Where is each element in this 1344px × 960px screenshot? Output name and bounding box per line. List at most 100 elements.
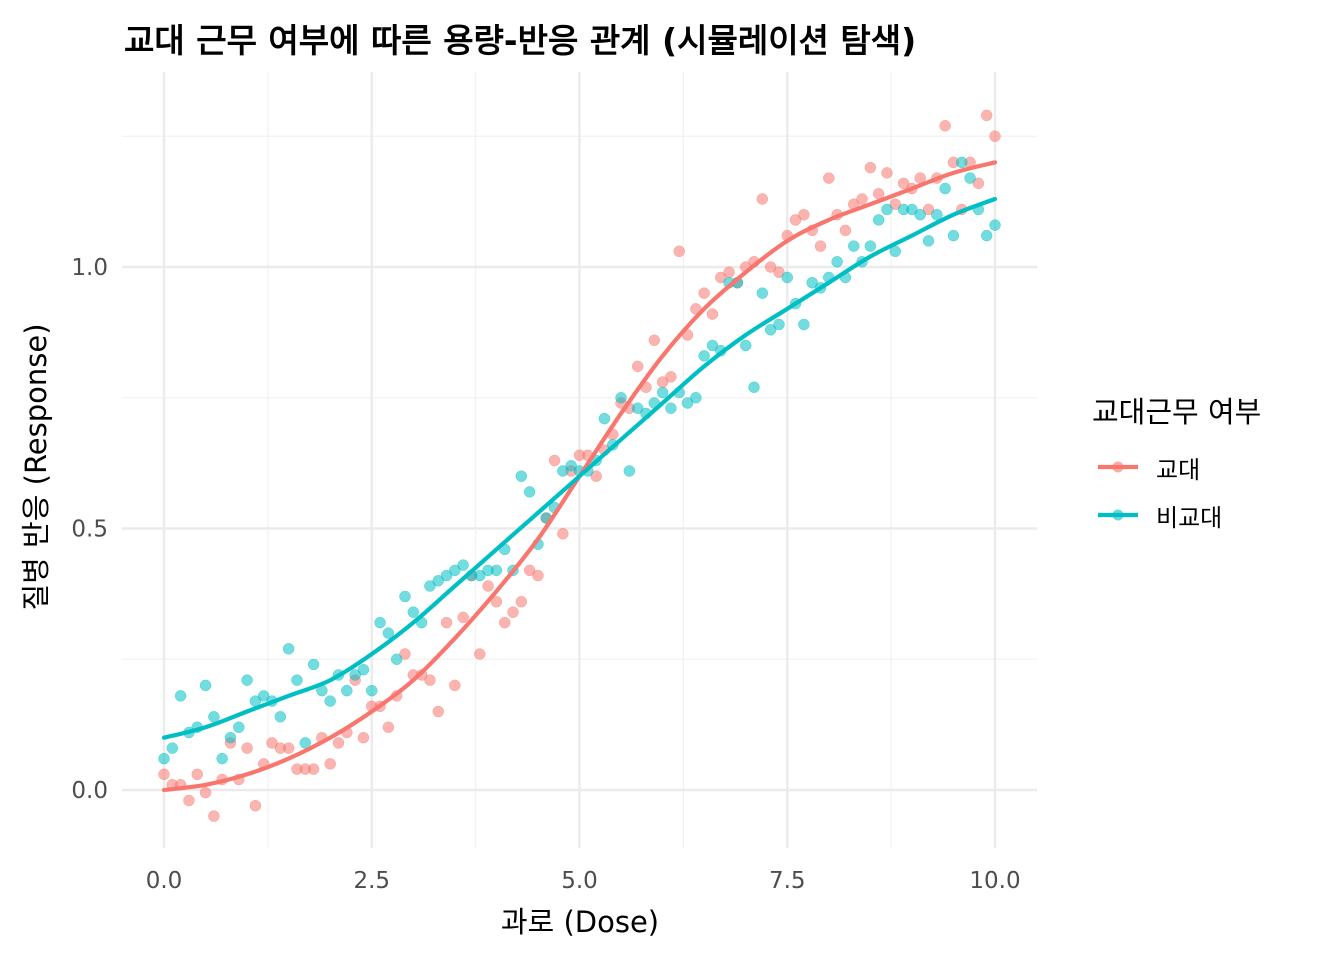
point-shift bbox=[856, 193, 868, 205]
point-nonshift bbox=[341, 684, 353, 697]
point-nonshift bbox=[947, 229, 960, 242]
point-nonshift bbox=[922, 235, 935, 247]
legend-key-point-nonshift bbox=[1112, 509, 1124, 521]
point-nonshift bbox=[872, 214, 885, 226]
point-nonshift bbox=[931, 208, 943, 221]
point-shift bbox=[249, 799, 262, 812]
legend-label-nonshift: 비교대 bbox=[1156, 504, 1222, 532]
point-shift bbox=[498, 616, 511, 629]
point-shift bbox=[548, 454, 561, 467]
point-shift bbox=[457, 611, 469, 624]
point-shift bbox=[789, 214, 802, 226]
legend-keys bbox=[1098, 461, 1138, 521]
legend: 교대근무 여부 교대 비교대 bbox=[1092, 395, 1261, 532]
point-shift bbox=[922, 203, 935, 216]
point-nonshift bbox=[158, 752, 170, 765]
point-shift bbox=[523, 564, 536, 577]
point-nonshift bbox=[257, 690, 270, 702]
point-shift bbox=[266, 737, 278, 749]
point-shift bbox=[332, 737, 345, 749]
point-nonshift bbox=[357, 663, 370, 676]
point-nonshift bbox=[764, 324, 777, 336]
x-tick-label: 7.5 bbox=[769, 868, 806, 894]
y-tick-label: 0.0 bbox=[71, 778, 108, 804]
point-nonshift bbox=[598, 412, 611, 425]
point-shift bbox=[631, 360, 644, 373]
point-nonshift bbox=[515, 470, 528, 482]
point-nonshift bbox=[615, 392, 627, 404]
point-nonshift bbox=[324, 695, 336, 707]
point-nonshift bbox=[216, 752, 228, 765]
point-shift bbox=[440, 616, 453, 629]
point-shift bbox=[648, 334, 661, 346]
fit-lines-layer bbox=[161, 160, 998, 793]
point-nonshift bbox=[698, 350, 710, 362]
chart-title: 교대 근무 여부에 따른 용량-반응 관계 (시뮬레이션 탐색) bbox=[124, 21, 916, 60]
point-shift bbox=[764, 261, 777, 273]
point-shift bbox=[424, 674, 436, 686]
point-nonshift bbox=[366, 684, 378, 697]
x-axis-ticks: 0.0 2.5 5.0 7.5 10.0 bbox=[146, 868, 1021, 894]
point-shift bbox=[706, 308, 719, 320]
point-shift bbox=[191, 768, 203, 781]
point-shift bbox=[980, 109, 993, 122]
point-shift bbox=[881, 167, 893, 179]
point-nonshift bbox=[690, 392, 702, 404]
point-shift bbox=[773, 266, 785, 278]
point-shift bbox=[665, 371, 677, 383]
point-nonshift bbox=[390, 653, 403, 665]
point-shift bbox=[357, 731, 370, 744]
point-nonshift bbox=[407, 606, 420, 618]
point-nonshift bbox=[440, 569, 453, 582]
point-shift bbox=[972, 177, 985, 190]
point-nonshift bbox=[224, 731, 237, 744]
point-nonshift bbox=[523, 486, 536, 498]
point-nonshift bbox=[432, 575, 444, 587]
point-nonshift bbox=[307, 658, 320, 671]
point-nonshift bbox=[881, 203, 893, 216]
point-nonshift bbox=[831, 256, 843, 268]
point-shift bbox=[382, 721, 395, 733]
grid-major bbox=[122, 72, 1037, 848]
point-shift bbox=[474, 648, 486, 660]
point-shift bbox=[756, 193, 769, 205]
point-nonshift bbox=[208, 711, 220, 723]
y-tick-label: 1.0 bbox=[71, 255, 108, 281]
point-shift bbox=[208, 810, 220, 822]
legend-key-point-shift bbox=[1112, 461, 1124, 473]
point-shift bbox=[939, 120, 951, 132]
point-nonshift bbox=[939, 182, 951, 195]
point-nonshift bbox=[665, 402, 677, 414]
point-nonshift bbox=[374, 616, 386, 629]
point-shift bbox=[449, 679, 461, 692]
point-nonshift bbox=[781, 271, 793, 284]
point-shift bbox=[507, 606, 519, 618]
point-nonshift bbox=[847, 240, 860, 252]
point-nonshift bbox=[291, 674, 303, 686]
point-shift bbox=[814, 240, 827, 252]
point-shift bbox=[532, 569, 544, 582]
point-shift bbox=[897, 177, 910, 190]
point-shift bbox=[324, 758, 336, 770]
point-nonshift bbox=[864, 240, 877, 252]
point-nonshift bbox=[906, 203, 918, 216]
y-axis-ticks: 0.0 0.5 1.0 bbox=[71, 255, 108, 804]
point-shift bbox=[823, 172, 835, 184]
point-nonshift bbox=[274, 711, 287, 723]
point-nonshift bbox=[490, 564, 503, 577]
point-nonshift bbox=[631, 402, 644, 414]
point-shift bbox=[158, 768, 170, 781]
point-nonshift bbox=[241, 674, 253, 686]
point-nonshift bbox=[739, 339, 752, 352]
point-nonshift bbox=[474, 569, 486, 582]
point-nonshift bbox=[382, 627, 395, 639]
point-shift bbox=[673, 245, 685, 258]
point-nonshift bbox=[773, 318, 785, 331]
point-nonshift bbox=[166, 742, 179, 754]
point-nonshift bbox=[806, 276, 818, 289]
point-nonshift bbox=[980, 229, 993, 242]
x-axis-title: 과로 (Dose) bbox=[501, 905, 659, 939]
point-nonshift bbox=[956, 156, 968, 169]
point-shift bbox=[698, 287, 710, 299]
point-nonshift bbox=[449, 564, 461, 577]
